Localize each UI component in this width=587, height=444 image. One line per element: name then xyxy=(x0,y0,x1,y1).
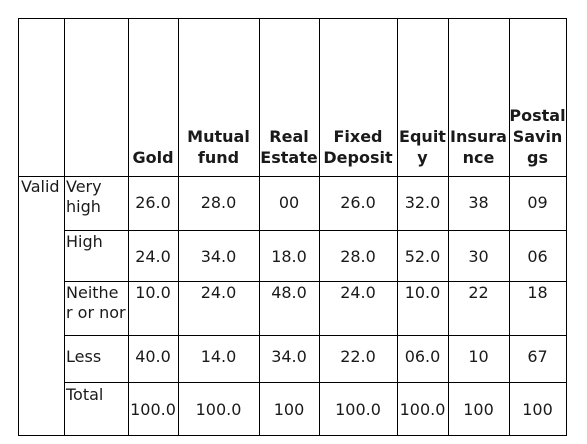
table-cell: 100.0 xyxy=(130,400,176,419)
header-insurance: Insura nce xyxy=(450,127,507,167)
header-mutual-fund: Mutual fund xyxy=(187,127,250,167)
table-cell: 34.0 xyxy=(200,247,237,266)
table-cell: 10.0 xyxy=(404,283,441,302)
table-cell: 100 xyxy=(463,400,494,419)
table-cell: 00 xyxy=(278,193,300,212)
table-cell: 22 xyxy=(468,283,489,302)
col-divider xyxy=(319,19,320,435)
header-gold: Gold xyxy=(132,148,174,167)
table-cell: 67 xyxy=(527,347,548,366)
table-cell: 34.0 xyxy=(271,347,307,366)
header-divider xyxy=(19,176,566,177)
table-cell: 100 xyxy=(522,400,553,419)
row-label: Very high xyxy=(66,177,102,216)
table-cell: 26.0 xyxy=(340,193,376,212)
row-divider xyxy=(64,230,566,231)
table-cell: 100 xyxy=(273,400,305,419)
table-cell: 18 xyxy=(527,283,548,302)
table-cell: 24.0 xyxy=(135,247,171,266)
table-cell: 52.0 xyxy=(404,247,441,266)
table-cell: 10.0 xyxy=(135,283,171,302)
header-fixed-deposit: Fixed Deposit xyxy=(323,127,393,167)
table-cell: 14.0 xyxy=(200,347,237,366)
table-cell: 28.0 xyxy=(340,247,376,266)
col-divider xyxy=(509,19,510,435)
table-cell: 100.0 xyxy=(195,400,242,419)
header-real-estate: Real Estate xyxy=(260,127,318,167)
row-label: Less xyxy=(66,347,102,366)
table-cell: 18.0 xyxy=(271,247,307,266)
row-label: Neithe r or nor xyxy=(66,283,126,322)
table-cell: 24.0 xyxy=(200,283,237,302)
table-cell: 06 xyxy=(527,247,548,266)
table-cell: 48.0 xyxy=(271,283,307,302)
row-label: Total xyxy=(66,385,104,404)
table-cell: 24.0 xyxy=(340,283,376,302)
row-label: High xyxy=(66,232,103,251)
table-cell: 22.0 xyxy=(340,347,376,366)
col-divider xyxy=(64,19,65,435)
row-divider xyxy=(64,335,566,336)
table-cell: 06.0 xyxy=(404,347,441,366)
frequency-table: Gold Mutual fund Real Estate Fixed Deposit … xyxy=(18,18,567,436)
table-cell: 40.0 xyxy=(135,347,171,366)
table-cell: 32.0 xyxy=(404,193,441,212)
col-divider xyxy=(259,19,260,435)
header-postal-savings: Postal Savin gs xyxy=(509,106,566,167)
table-cell: 38 xyxy=(468,193,489,212)
group-label-valid: Valid xyxy=(21,177,60,196)
table-cell: 28.0 xyxy=(200,193,237,212)
row-divider xyxy=(64,382,566,383)
col-divider xyxy=(178,19,179,435)
table-cell: 09 xyxy=(527,193,548,212)
col-divider xyxy=(128,19,129,435)
table-cell: 30 xyxy=(468,247,489,266)
table-cell: 100.0 xyxy=(335,400,381,419)
header-equity: Equit y xyxy=(399,127,446,167)
col-divider xyxy=(397,19,398,435)
table-cell: 26.0 xyxy=(135,193,171,212)
table-cell: 10 xyxy=(468,347,489,366)
row-divider xyxy=(64,281,566,282)
col-divider xyxy=(448,19,449,435)
table-cell: 100.0 xyxy=(399,400,446,419)
